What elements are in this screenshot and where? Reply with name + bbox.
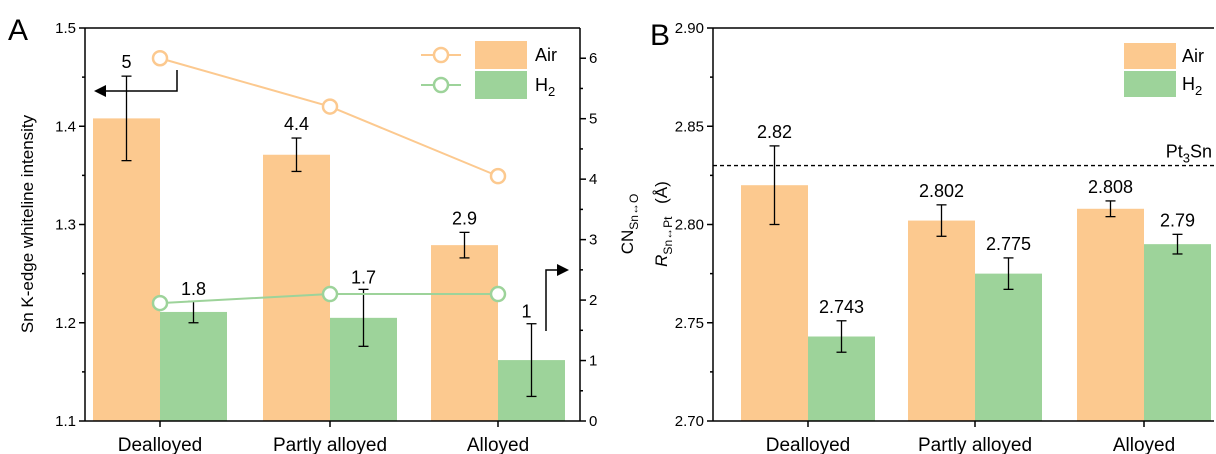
cn-label-air-0: 5 xyxy=(121,52,131,72)
y2-tick-label-a: 1 xyxy=(589,353,597,370)
bar-value-label-b-air-0: 2.82 xyxy=(757,122,792,142)
legend-label-b-h2: H2 xyxy=(1182,74,1202,98)
cn-label-h2-2: 1 xyxy=(521,302,531,322)
cn-point-air-2 xyxy=(489,167,507,185)
bar-a-h2-0 xyxy=(160,311,227,421)
legend-swatch-b xyxy=(1124,71,1176,97)
panel-a-letter: A xyxy=(8,14,28,47)
legend-label-a-h2: H2 xyxy=(535,75,555,99)
error-bar-b-air-1 xyxy=(936,204,947,237)
cn-point-h2-0 xyxy=(151,294,169,312)
y-tick-label-a: 1.2 xyxy=(55,315,76,332)
legend-swatch-b xyxy=(1124,43,1176,69)
legend-label-sub: 2 xyxy=(548,84,555,99)
bar-b-air-2 xyxy=(1077,208,1144,421)
legend-label-b-air: Air xyxy=(1182,46,1204,66)
y2-label-sub: Sn↔O xyxy=(627,194,641,230)
error-bar-a-h2-1 xyxy=(358,288,369,347)
y-tick-label-b: 2.75 xyxy=(675,315,704,332)
x-tick-label-a: Partly alloyed xyxy=(273,435,387,454)
bar-value-label-b-air-1: 2.802 xyxy=(919,181,964,201)
cn-label-air-2: 2.9 xyxy=(452,208,477,228)
y-tick-label-b: 2.70 xyxy=(675,413,704,430)
right-axis-pointer-arrow xyxy=(545,264,569,331)
bar-value-label-b-h2-2: 2.79 xyxy=(1160,210,1195,230)
legend-marker-a xyxy=(432,46,450,64)
bar-a-air-1 xyxy=(263,154,330,421)
bar-a-air-2 xyxy=(431,245,498,421)
error-bar-a-air-2 xyxy=(459,231,470,259)
legend-label-a-air: Air xyxy=(535,45,557,65)
ylabel-b-main: R xyxy=(652,255,671,267)
cn-label-h2-1: 1.7 xyxy=(351,267,376,287)
error-bar-b-h2-0 xyxy=(836,320,847,353)
y-tick-label-b: 2.80 xyxy=(675,217,704,234)
x-tick-label-b: Dealloyed xyxy=(766,435,851,454)
reference-line-label: Pt3Sn xyxy=(1166,142,1212,166)
error-bar-b-h2-1 xyxy=(1003,257,1014,290)
legend-label-main: H xyxy=(1182,74,1195,94)
legend-label-sub: 2 xyxy=(1195,83,1202,98)
y-axis-label-b: RSn↔Pt (Å) xyxy=(652,181,675,267)
x-tick-label-b: Partly alloyed xyxy=(918,435,1032,454)
y-tick-label-b: 2.90 xyxy=(675,20,704,37)
legend-label-main: Air xyxy=(535,45,557,65)
error-bar-a-h2-2 xyxy=(526,323,537,398)
pointer-line xyxy=(104,70,178,92)
panel-b: B2.822.802 2.8082.7432.7752.79Pt3Sn2.702.… xyxy=(650,19,1214,454)
y2-tick-label-a: 4 xyxy=(589,171,597,188)
cn-point-air-0 xyxy=(151,49,169,67)
legend-label-main: Air xyxy=(1182,46,1204,66)
bar-b-air-1 xyxy=(908,220,975,421)
y2-tick-label-a: 0 xyxy=(589,413,597,430)
cn-label-h2-0: 1.8 xyxy=(181,279,206,299)
bar-b-h2-1 xyxy=(975,273,1042,421)
cn-point-air-1 xyxy=(321,98,339,115)
error-bar-b-air-0 xyxy=(769,145,780,226)
y2-tick-label-a: 2 xyxy=(589,292,597,309)
x-tick-label-b: Alloyed xyxy=(1113,435,1175,454)
legend-label-main: H xyxy=(535,75,548,95)
error-bar-a-air-0 xyxy=(121,75,132,162)
panel-a: A 5 4.4 2.9 1.8 1.7 1 1.1 1.2 1.3 1.4 1.5 0 1 2 3 4 5 6 Dea… xyxy=(8,14,641,454)
y-tick-label-a: 1.5 xyxy=(55,20,76,37)
cn-point-h2-2 xyxy=(489,285,507,303)
ylabel-b-unit: (Å) xyxy=(652,181,671,208)
error-bar-a-air-1 xyxy=(291,137,302,173)
ref-label-tail: Sn xyxy=(1190,142,1212,162)
y2-tick-label-a: 3 xyxy=(589,232,597,249)
error-bar-b-h2-2 xyxy=(1172,233,1183,255)
bar-a-air-0 xyxy=(93,118,160,421)
y2-tick-label-a: 5 xyxy=(589,111,597,128)
left-axis-pointer-arrow xyxy=(94,70,178,97)
ref-label-sub: 3 xyxy=(1183,151,1190,166)
y2-axis-label-a: CNSn↔O xyxy=(618,194,641,255)
legend-swatch-a xyxy=(475,41,527,69)
error-bar-b-air-2 xyxy=(1105,200,1116,218)
x-tick-label-a: Alloyed xyxy=(467,435,529,454)
bar-b-h2-2 xyxy=(1144,244,1211,421)
legend-marker-a xyxy=(432,76,450,94)
cn-point-h2-1 xyxy=(321,285,339,303)
bar-value-label-b-h2-1: 2.775 xyxy=(986,234,1031,254)
y-axis-label-a: Sn K-edge whiteline intensity xyxy=(18,114,37,333)
x-tick-label-a: Dealloyed xyxy=(118,435,203,454)
cn-label-air-1: 4.4 xyxy=(284,114,309,134)
arrow-head xyxy=(557,264,569,276)
y-tick-label-a: 1.3 xyxy=(55,217,76,234)
bar-value-label-b-h2-0: 2.743 xyxy=(819,297,864,317)
pointer-line xyxy=(545,269,559,331)
y-tick-label-b: 2.85 xyxy=(675,118,704,135)
arrow-head xyxy=(94,85,106,97)
ref-label-main: Pt xyxy=(1166,142,1183,162)
ylabel-b-sub: Sn↔Pt xyxy=(661,216,675,255)
y2-label-main: CN xyxy=(618,230,637,255)
y-tick-label-a: 1.4 xyxy=(55,118,76,135)
bar-value-label-b-air-2: 2.808 xyxy=(1088,177,1133,197)
y2-tick-label-a: 6 xyxy=(589,50,597,67)
y-tick-label-a: 1.1 xyxy=(55,413,76,430)
panel-b-letter: B xyxy=(650,19,670,52)
legend-swatch-a xyxy=(475,71,527,99)
